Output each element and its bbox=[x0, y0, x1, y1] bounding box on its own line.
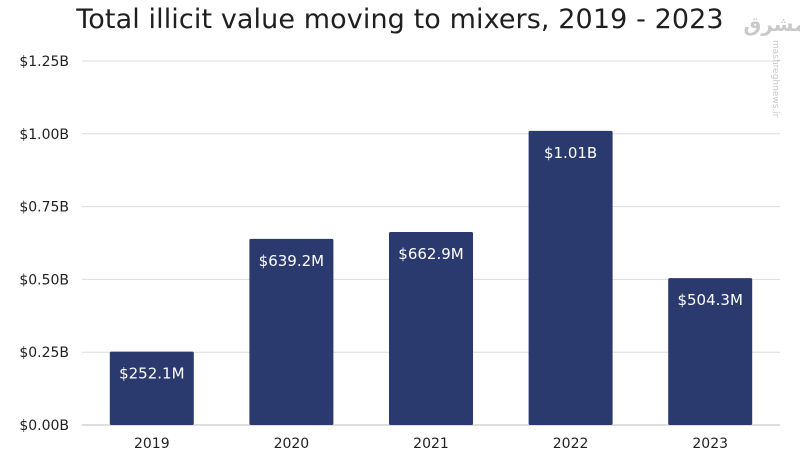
bars bbox=[109, 130, 753, 425]
x-tick-label: 2023 bbox=[692, 436, 728, 452]
y-axis-ticks: $0.00B $0.25B $0.50B $0.75B $1.00B $1.25B bbox=[19, 54, 69, 434]
y-tick-label: $1.25B bbox=[19, 54, 69, 70]
y-tick-label: $0.25B bbox=[19, 345, 69, 361]
bar bbox=[249, 238, 334, 425]
x-axis-ticks: 2019 2020 2021 2022 2023 bbox=[134, 436, 728, 452]
bar bbox=[668, 278, 753, 425]
watermark-text: mashreghnews.ir bbox=[770, 40, 780, 118]
y-tick-label: $0.50B bbox=[19, 272, 69, 288]
bar-data-label: $252.1M bbox=[119, 365, 184, 383]
bar bbox=[109, 351, 194, 425]
y-tick-label: $1.00B bbox=[19, 127, 69, 143]
bar-data-label: $639.2M bbox=[259, 252, 324, 270]
chart-title: Total illicit value moving to mixers, 20… bbox=[76, 4, 724, 35]
x-tick-label: 2022 bbox=[553, 436, 589, 452]
x-tick-label: 2020 bbox=[274, 436, 310, 452]
bar-data-label: $662.9M bbox=[398, 245, 463, 263]
bar bbox=[528, 130, 613, 425]
bar-data-label: $1.01B bbox=[544, 144, 597, 162]
bar-data-label: $504.3M bbox=[677, 291, 742, 309]
x-tick-label: 2021 bbox=[413, 436, 449, 452]
y-tick-label: $0.75B bbox=[19, 200, 69, 216]
bar-data-labels: $252.1M $639.2M $662.9M $1.01B $504.3M bbox=[119, 144, 743, 383]
x-tick-label: 2019 bbox=[134, 436, 170, 452]
watermark-logo: مشرق bbox=[743, 12, 800, 36]
watermark: مشرق mashreghnews.ir bbox=[743, 12, 800, 132]
bar bbox=[389, 231, 473, 425]
y-tick-label: $0.00B bbox=[19, 418, 69, 434]
